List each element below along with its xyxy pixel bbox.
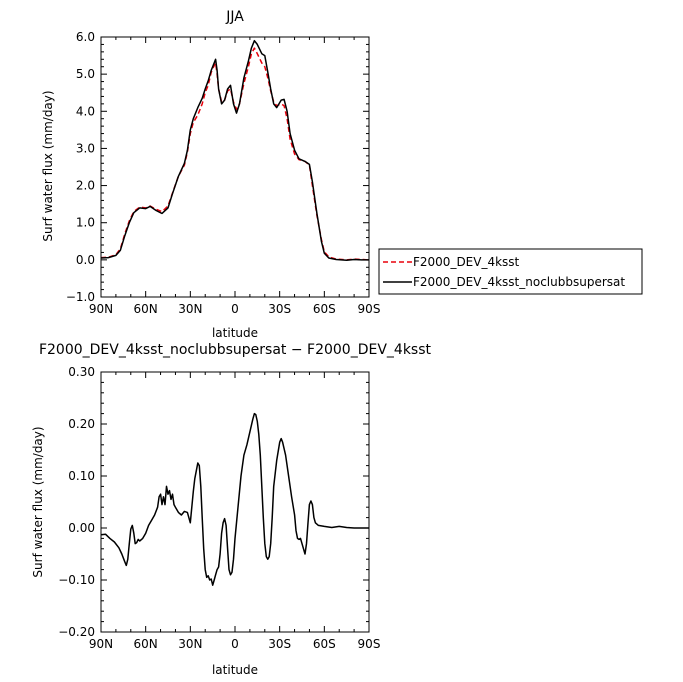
top-ytick-label: 3.0 — [76, 141, 95, 155]
bottom-xtick-label: 0 — [231, 637, 239, 651]
legend-box — [378, 248, 643, 295]
bottom-ytick-label: 0.10 — [68, 469, 95, 483]
top-panel-xlabel: latitude — [212, 326, 258, 340]
bottom-xtick-label: 30N — [178, 637, 202, 651]
top-xtick-label: 60N — [134, 302, 158, 316]
top-xtick-label: 90N — [89, 302, 113, 316]
bottom-panel-title: F2000_DEV_4ksst_noclubbsupersat − F2000_… — [39, 342, 432, 358]
top-ytick-label: 1.0 — [76, 216, 95, 230]
bottom-ytick-label: 0.00 — [68, 521, 95, 535]
top-panel-frame — [100, 36, 370, 298]
top-xtick-label: 60S — [313, 302, 336, 316]
top-ytick-label: −1.0 — [66, 290, 95, 304]
bottom-ytick-label: −0.20 — [58, 625, 95, 639]
bottom-xtick-label: 90S — [358, 637, 381, 651]
top-panel-title: JJA — [225, 9, 244, 25]
bottom-ytick-label: 0.20 — [68, 417, 95, 431]
bottom-ytick-label: −0.10 — [58, 573, 95, 587]
bottom-ytick-label: 0.30 — [68, 365, 95, 379]
legend-label-noclubbsupersat: F2000_DEV_4ksst_noclubbsupersat — [413, 275, 625, 289]
top-ytick-label: 0.0 — [76, 253, 95, 267]
bottom-panel-frame — [100, 371, 370, 633]
top-xtick-label: 30S — [268, 302, 291, 316]
top-ytick-label: 6.0 — [76, 30, 95, 44]
bottom-xtick-label: 60S — [313, 637, 336, 651]
top-ytick-label: 5.0 — [76, 67, 95, 81]
bottom-xtick-label: 30S — [268, 637, 291, 651]
bottom-xtick-label: 60N — [134, 637, 158, 651]
top-series-line-0 — [100, 47, 370, 261]
top-panel-ylabel: Surf water flux (mm/day) — [41, 90, 55, 241]
top-xtick-label: 0 — [231, 302, 239, 316]
legend: F2000_DEV_4ksst F2000_DEV_4ksst_noclubbs… — [378, 248, 643, 295]
bottom-series-line-0 — [100, 412, 369, 586]
top-ytick-label: 2.0 — [76, 179, 95, 193]
bottom-panel-xlabel: latitude — [212, 663, 258, 677]
bottom-xtick-label: 90N — [89, 637, 113, 651]
bottom-panel: F2000_DEV_4ksst_noclubbsupersat − F2000_… — [31, 342, 432, 677]
top-xtick-label: 30N — [178, 302, 202, 316]
top-xtick-label: 90S — [358, 302, 381, 316]
bottom-panel-ylabel: Surf water flux (mm/day) — [31, 426, 45, 577]
top-series-line-1 — [100, 39, 369, 261]
legend-label-f2000-dev-4ksst: F2000_DEV_4ksst — [413, 255, 520, 269]
top-panel: JJA latitude Surf water flux (mm/day) 90… — [41, 9, 380, 340]
top-ytick-label: 4.0 — [76, 104, 95, 118]
